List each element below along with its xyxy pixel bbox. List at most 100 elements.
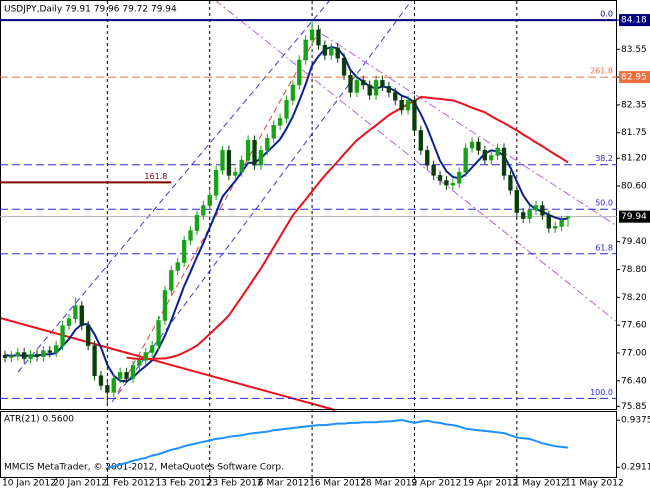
- y-tick-label: 79.40: [621, 237, 647, 247]
- y-tick-label: 78.20: [621, 293, 647, 303]
- x-tick-label: 11 May 2012: [565, 479, 624, 488]
- x-tick-label: 19 Apr 2012: [463, 479, 519, 488]
- candle-body: [98, 375, 104, 386]
- y-tick-label: 83.55: [621, 45, 647, 55]
- candle-body: [437, 175, 443, 181]
- level-label: 161.8: [144, 172, 167, 181]
- candle-body: [111, 378, 116, 393]
- candle-body: [322, 44, 328, 56]
- candle-body: [28, 354, 33, 359]
- candle-body: [303, 39, 308, 61]
- candle-body: [79, 305, 84, 326]
- candle-body: [220, 150, 225, 171]
- y-tick-label: 84.18: [621, 16, 647, 26]
- atr-line: [107, 418, 569, 469]
- candle-body: [354, 80, 360, 93]
- candle-body: [271, 125, 276, 139]
- y-tick-label: 78.80: [621, 265, 647, 275]
- candle-body: [361, 80, 366, 86]
- candle-body: [47, 350, 52, 353]
- candle-body: [450, 183, 456, 186]
- atr-plot-frame: [0, 411, 617, 478]
- x-tick-label: 6 Mar 2012: [258, 479, 309, 488]
- candle-body: [386, 86, 392, 93]
- candle-body: [425, 150, 430, 166]
- x-tick-label: 23 Feb 2012: [207, 479, 263, 488]
- candle-body: [124, 372, 129, 379]
- candle-body: [412, 100, 417, 131]
- y-tick-label: 0.9375: [621, 416, 650, 426]
- y-tick-label: 0.2911: [621, 463, 650, 473]
- candle-body: [329, 47, 334, 56]
- y-tick-label: 82.95: [621, 73, 647, 83]
- candle-body: [34, 354, 40, 357]
- y-tick-box: [619, 14, 650, 27]
- level-label: 38.2: [595, 154, 613, 163]
- x-tick-label: 9 Apr 2012: [411, 479, 461, 488]
- moving-average: [126, 95, 569, 360]
- x-tick-label: 16 Mar 2012: [309, 479, 366, 488]
- candle-body: [309, 29, 315, 41]
- candle-body: [54, 345, 59, 353]
- candle-body: [162, 290, 168, 321]
- candle-body: [335, 47, 340, 59]
- candle-body: [188, 230, 193, 241]
- candle-body: [297, 59, 302, 86]
- candle-body: [86, 325, 91, 346]
- candle-body: [489, 155, 494, 161]
- candle-body: [316, 29, 321, 46]
- candle-body: [169, 270, 174, 291]
- candle-body: [66, 318, 72, 326]
- candle-body: [290, 84, 296, 101]
- candle-body: [265, 138, 270, 151]
- chart-title: USDJPY,Daily 79.91 79.96 79.72 79.94: [4, 5, 177, 15]
- candle-body: [367, 84, 372, 96]
- candle-body: [277, 118, 283, 126]
- moving-average: [4, 45, 569, 383]
- candle-body: [226, 150, 232, 176]
- x-tick-label: 1 Feb 2012: [104, 479, 154, 488]
- candle-body: [213, 170, 219, 196]
- trend-objects: [0, 0, 618, 411]
- candle-body: [2, 355, 8, 358]
- candle-body: [482, 150, 487, 161]
- candle-body: [469, 141, 475, 149]
- level-label: 261.8: [590, 67, 613, 76]
- candle-body: [546, 215, 551, 229]
- candle-body: [137, 360, 142, 366]
- y-tick-label: 80.60: [621, 182, 647, 192]
- candle-body: [207, 195, 212, 206]
- candle-body: [553, 226, 558, 229]
- candle-body: [521, 212, 526, 219]
- candle-body: [194, 215, 200, 231]
- candle-body: [380, 80, 385, 87]
- candle-body: [463, 147, 468, 173]
- candle-body: [239, 159, 244, 173]
- candle-body: [130, 365, 136, 379]
- candle-body: [143, 352, 148, 361]
- x-tick-label: 1 May 2012: [514, 479, 567, 488]
- candle-body: [405, 100, 411, 111]
- candle-body: [233, 171, 238, 176]
- y-tick-label: 77.60: [621, 321, 647, 331]
- candle-body: [201, 205, 206, 216]
- candle-body: [514, 189, 519, 213]
- y-tick-label: 82.35: [621, 100, 647, 110]
- candle-body: [444, 180, 449, 186]
- candle-body: [341, 57, 347, 76]
- candle-body: [565, 216, 571, 219]
- x-tick-label: 28 Mar 2012: [360, 479, 417, 488]
- candle-body: [105, 385, 110, 393]
- channel-line: [111, 0, 413, 403]
- channel-line: [17, 0, 331, 373]
- y-tick-label: 81.20: [621, 154, 647, 164]
- candle-body: [431, 164, 436, 176]
- price-box: [619, 210, 650, 223]
- candle-body: [60, 325, 65, 346]
- candle-body: [527, 209, 532, 219]
- y-tick-box: [619, 71, 650, 84]
- candle-body: [348, 75, 353, 93]
- y-tick-label: 77.00: [621, 348, 647, 358]
